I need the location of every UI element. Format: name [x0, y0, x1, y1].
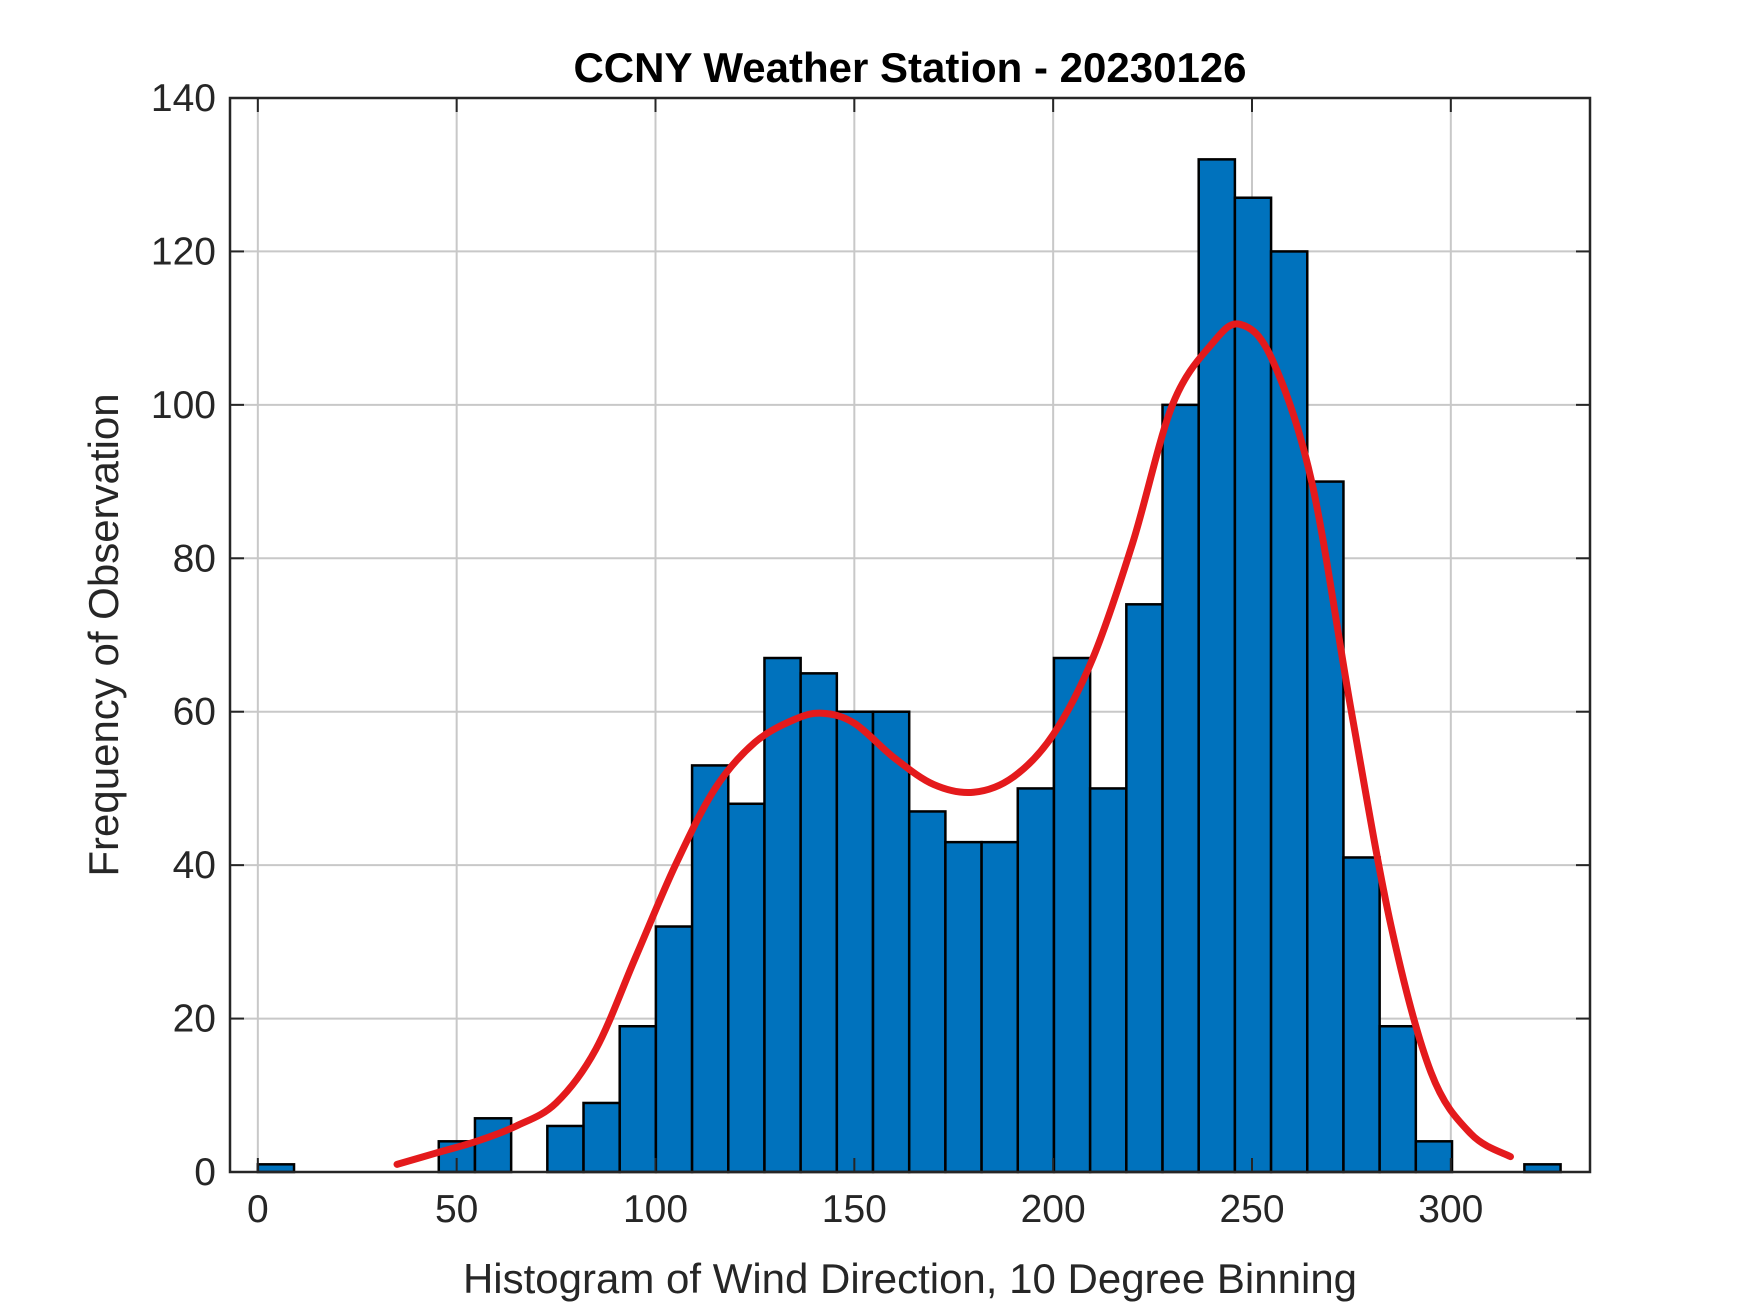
- y-axis-label: Frequency of Observation: [80, 393, 127, 876]
- histogram-bar: [1125, 603, 1164, 1174]
- histogram-bar: [1342, 856, 1381, 1174]
- histogram-bar: [1088, 787, 1128, 1174]
- fit-curve-layer: [393, 320, 1514, 1168]
- y-tick-label: 20: [173, 998, 216, 1041]
- histogram-bar: [944, 840, 983, 1174]
- y-tick-label: 80: [173, 537, 216, 580]
- histogram-bar: [907, 810, 947, 1174]
- x-tick-label: 200: [1021, 1188, 1086, 1231]
- histogram-bar: [546, 1124, 585, 1174]
- x-tick-label: 250: [1219, 1188, 1284, 1231]
- histogram-bar: [871, 710, 911, 1174]
- histogram-bar: [980, 840, 1020, 1174]
- tick-marks: [230, 97, 1590, 1173]
- y-tick-label: 120: [151, 230, 216, 273]
- histogram-bar: [1052, 656, 1092, 1174]
- x-tick-label: 300: [1418, 1188, 1483, 1231]
- histogram-bar: [473, 1117, 513, 1174]
- histogram-bar: [618, 1024, 658, 1174]
- histogram-bar: [654, 925, 694, 1174]
- y-tick-label: 40: [173, 844, 216, 887]
- x-axis-label: Histogram of Wind Direction, 10 Degree B…: [463, 1255, 1357, 1302]
- y-tick-labels: 0 20 40 60 80 100 120 140: [151, 77, 216, 1194]
- histogram-bar: [582, 1101, 621, 1174]
- histogram-bar: [1161, 403, 1200, 1174]
- histogram-bar: [1197, 158, 1237, 1174]
- x-tick-label: 100: [623, 1188, 688, 1231]
- histogram-bar: [1016, 787, 1056, 1174]
- y-tick-label: 0: [194, 1151, 216, 1194]
- histogram-bar: [1269, 250, 1309, 1174]
- fit-curve-line: [393, 320, 1514, 1168]
- y-tick-label: 140: [151, 77, 216, 120]
- histogram-bar: [1378, 1024, 1418, 1174]
- axes-box: [228, 96, 1592, 1174]
- y-tick-label: 60: [173, 691, 216, 734]
- histogram-bar: [799, 672, 839, 1174]
- x-tick-label: 0: [247, 1188, 269, 1231]
- histogram-bar: [1306, 480, 1345, 1174]
- x-tick-label: 150: [822, 1188, 887, 1231]
- histogram-bar: [835, 710, 875, 1174]
- histogram-bar: [763, 656, 802, 1174]
- x-tick-labels: 0 50 100 150 200 250 300: [247, 1188, 1483, 1231]
- x-tick-label: 50: [435, 1188, 478, 1231]
- chart-title: CCNY Weather Station - 20230126: [573, 44, 1246, 91]
- y-tick-label: 100: [151, 384, 216, 427]
- histogram-bar: [690, 764, 730, 1174]
- histogram-bar: [1414, 1140, 1454, 1174]
- histogram-bar: [727, 802, 766, 1174]
- histogram-bar: [1233, 196, 1273, 1174]
